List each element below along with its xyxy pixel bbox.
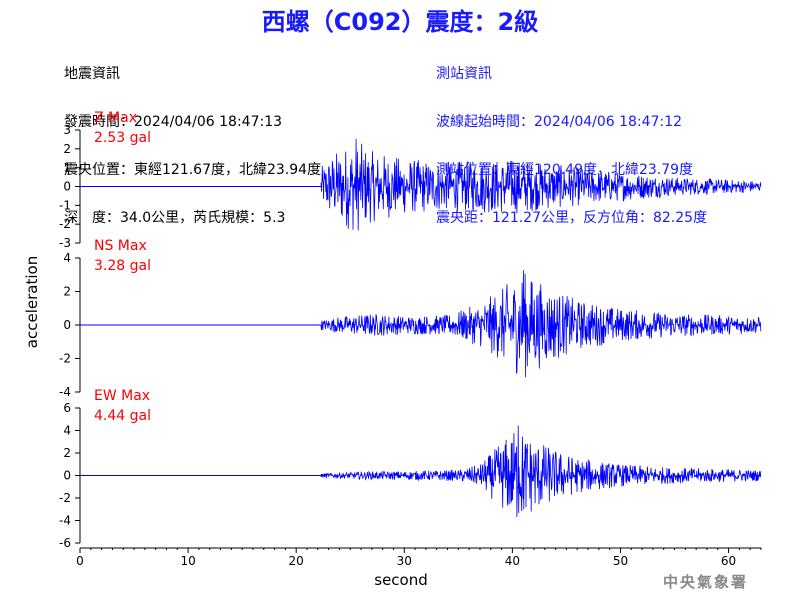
quake-time: 發震時間：2024/04/06 18:47:13 <box>64 114 283 130</box>
y-tick-label: 2 <box>63 142 71 156</box>
x-tick-label: 20 <box>289 554 304 568</box>
y-tick-label: 4 <box>63 424 71 438</box>
y-tick-label: -4 <box>59 514 71 528</box>
y-axis-label: acceleration <box>23 256 41 348</box>
x-tick-label: 60 <box>721 554 736 568</box>
y-tick-label: 0 <box>63 469 71 483</box>
station-info-heading: 測站資訊 <box>436 66 492 82</box>
panel-max-0: 2.53 gal <box>94 130 151 146</box>
station-distance: 震央距：121.27公里，反方位角：82.25度 <box>436 210 708 226</box>
x-tick-label: 0 <box>76 554 84 568</box>
y-tick-label: -1 <box>59 198 71 212</box>
y-tick-label: -2 <box>59 217 71 231</box>
x-tick-label: 50 <box>613 554 628 568</box>
quake-epicenter: 震央位置：東經121.67度，北緯23.94度 <box>64 162 322 178</box>
y-tick-label: 6 <box>63 401 71 415</box>
y-tick-label: 1 <box>63 161 71 175</box>
y-tick-label: -2 <box>59 352 71 366</box>
y-tick-label: -3 <box>59 236 71 250</box>
chart-title: 西螺（C092）震度：2級 <box>261 8 539 36</box>
quake-info: 地震資訊 發震時間：2024/04/06 18:47:13 震央位置：東經121… <box>64 34 321 242</box>
panel-label-1: NS Max <box>94 238 147 254</box>
series-line-z <box>320 138 762 231</box>
quake-info-heading: 地震資訊 <box>64 66 120 82</box>
y-tick-label: 2 <box>63 285 71 299</box>
agency-footer: 中央氣象署 <box>662 573 748 591</box>
series-line-ew <box>320 425 762 518</box>
y-tick-label: 0 <box>63 180 71 194</box>
x-tick-label: 30 <box>397 554 412 568</box>
panel-max-2: 4.44 gal <box>94 408 151 424</box>
y-tick-label: -2 <box>59 491 71 505</box>
station-wave-time: 波線起始時間：2024/04/06 18:47:12 <box>436 114 683 130</box>
station-info: 測站資訊 波線起始時間：2024/04/06 18:47:12 測站位置：東經1… <box>436 34 707 242</box>
panel-max-1: 3.28 gal <box>94 258 151 274</box>
station-location: 測站位置：東經120.49度，北緯23.79度 <box>436 162 694 178</box>
y-tick-label: 0 <box>63 318 71 332</box>
quake-depth-magnitude: 深 度：34.0公里，芮氏規模：5.3 <box>64 210 286 226</box>
y-tick-label: 2 <box>63 446 71 460</box>
y-tick-label: -4 <box>59 385 71 399</box>
x-axis-label: second <box>374 571 428 589</box>
x-tick-label: 40 <box>505 554 520 568</box>
series-line-ns <box>320 270 762 378</box>
y-tick-label: 4 <box>63 251 71 265</box>
panel-label-2: EW Max <box>94 388 150 404</box>
y-tick-label: -6 <box>59 536 71 550</box>
x-tick-label: 10 <box>180 554 195 568</box>
panel-label-0: Z Max <box>94 110 137 126</box>
y-tick-label: 3 <box>63 123 71 137</box>
